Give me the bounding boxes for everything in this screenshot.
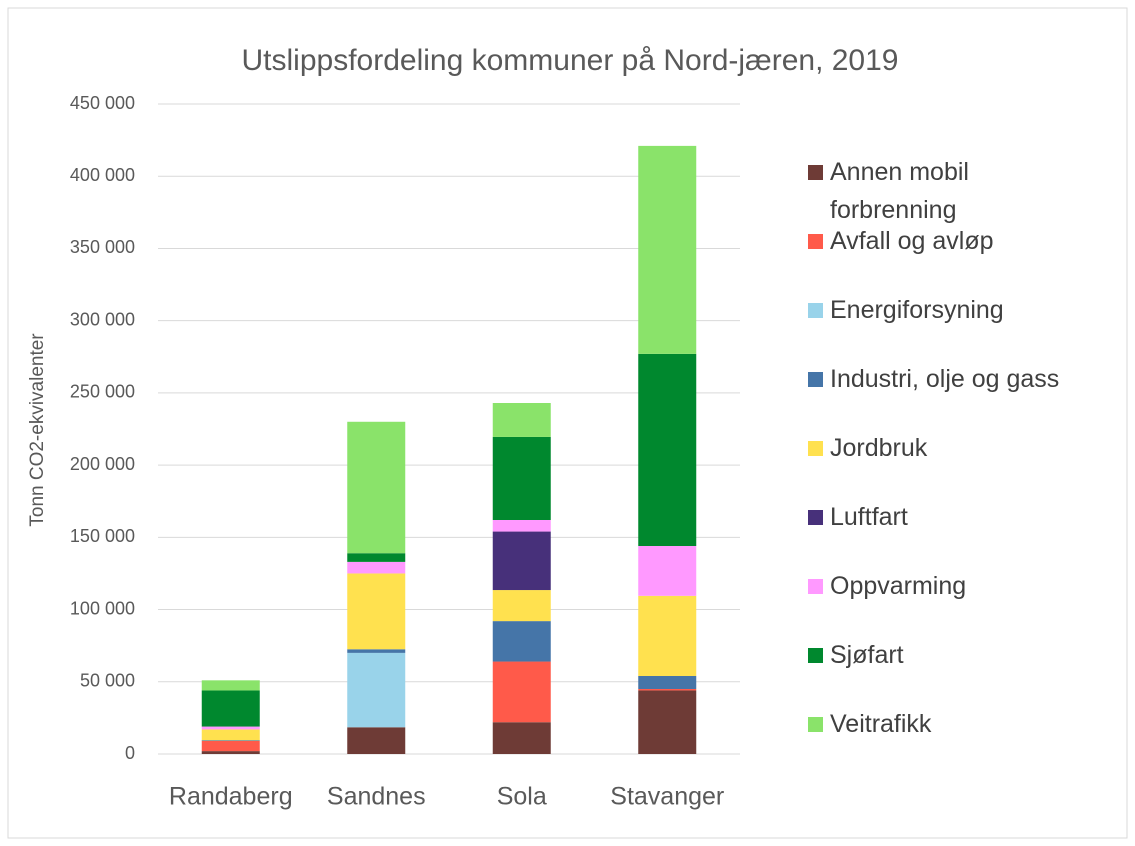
bar-segment (638, 595, 697, 676)
legend-label: Oppvarming (830, 572, 967, 600)
bar-segment (201, 726, 260, 730)
y-tick-label: 200 000 (70, 454, 135, 474)
bar-segment (492, 403, 551, 437)
legend-swatch (808, 648, 823, 663)
bar-segment (638, 690, 697, 754)
legend-swatch (808, 165, 823, 180)
legend-label: Energiforsyning (830, 296, 1004, 324)
y-tick-label: 350 000 (70, 237, 135, 257)
x-tick-label: Stavanger (610, 783, 724, 811)
bar-segment (201, 690, 260, 727)
y-axis-label: Tonn CO2-ekvivalenter (27, 333, 48, 527)
bar-segment (638, 689, 697, 691)
legend-swatch (808, 510, 823, 525)
bar-segment (201, 740, 260, 741)
legend-swatch (808, 372, 823, 387)
legend-label: Veitrafikk (830, 710, 932, 738)
y-tick-label: 150 000 (70, 526, 135, 546)
bar-segment (638, 676, 697, 689)
bar-segment (638, 353, 697, 546)
chart-border (7, 7, 1128, 839)
bar-segment (638, 145, 697, 354)
bar-segment (347, 649, 406, 653)
y-tick-label: 250 000 (70, 382, 135, 402)
x-tick-label: Randaberg (169, 783, 293, 811)
y-tick-label: 0 (125, 743, 135, 763)
bar-segment (347, 727, 406, 754)
y-tick-label: 50 000 (80, 671, 135, 691)
legend-swatch (808, 441, 823, 456)
bar-segment (638, 546, 697, 596)
legend-label: Avfall og avløp (830, 227, 994, 255)
bar-segment (492, 436, 551, 520)
bar-segment (347, 561, 406, 574)
legend-label: Jordbruk (830, 434, 928, 462)
y-tick-label: 300 000 (70, 309, 135, 329)
bar-segment (347, 652, 406, 728)
bar-segment (347, 573, 406, 650)
bar-segment (492, 661, 551, 723)
legend-swatch (808, 717, 823, 732)
bar-segment (201, 751, 260, 754)
y-tick-label: 450 000 (70, 93, 135, 113)
bar-segment (201, 741, 260, 752)
x-tick-label: Sola (497, 783, 547, 811)
bar-segment (201, 729, 260, 741)
bar-segment (492, 722, 551, 754)
x-tick-label: Sandnes (327, 783, 426, 811)
legend-swatch (808, 303, 823, 318)
bar-segment (492, 590, 551, 622)
y-tick-label: 400 000 (70, 165, 135, 185)
bar-segment (201, 680, 260, 691)
legend-label: Annen mobil forbrenning (830, 158, 969, 224)
legend-label: Sjøfart (830, 641, 904, 669)
chart-title: Utslippsfordeling kommuner på Nord-jæren… (242, 44, 899, 77)
bar-segment (347, 553, 406, 562)
bar-segment (492, 531, 551, 591)
legend-swatch (808, 234, 823, 249)
bar-segment (492, 520, 551, 532)
legend-label: Industri, olje og gass (830, 365, 1060, 393)
y-tick-label: 100 000 (70, 598, 135, 618)
bar-segment (347, 421, 406, 554)
legend-swatch (808, 579, 823, 594)
legend-label: Luftfart (830, 503, 908, 531)
bar-segment (492, 621, 551, 662)
